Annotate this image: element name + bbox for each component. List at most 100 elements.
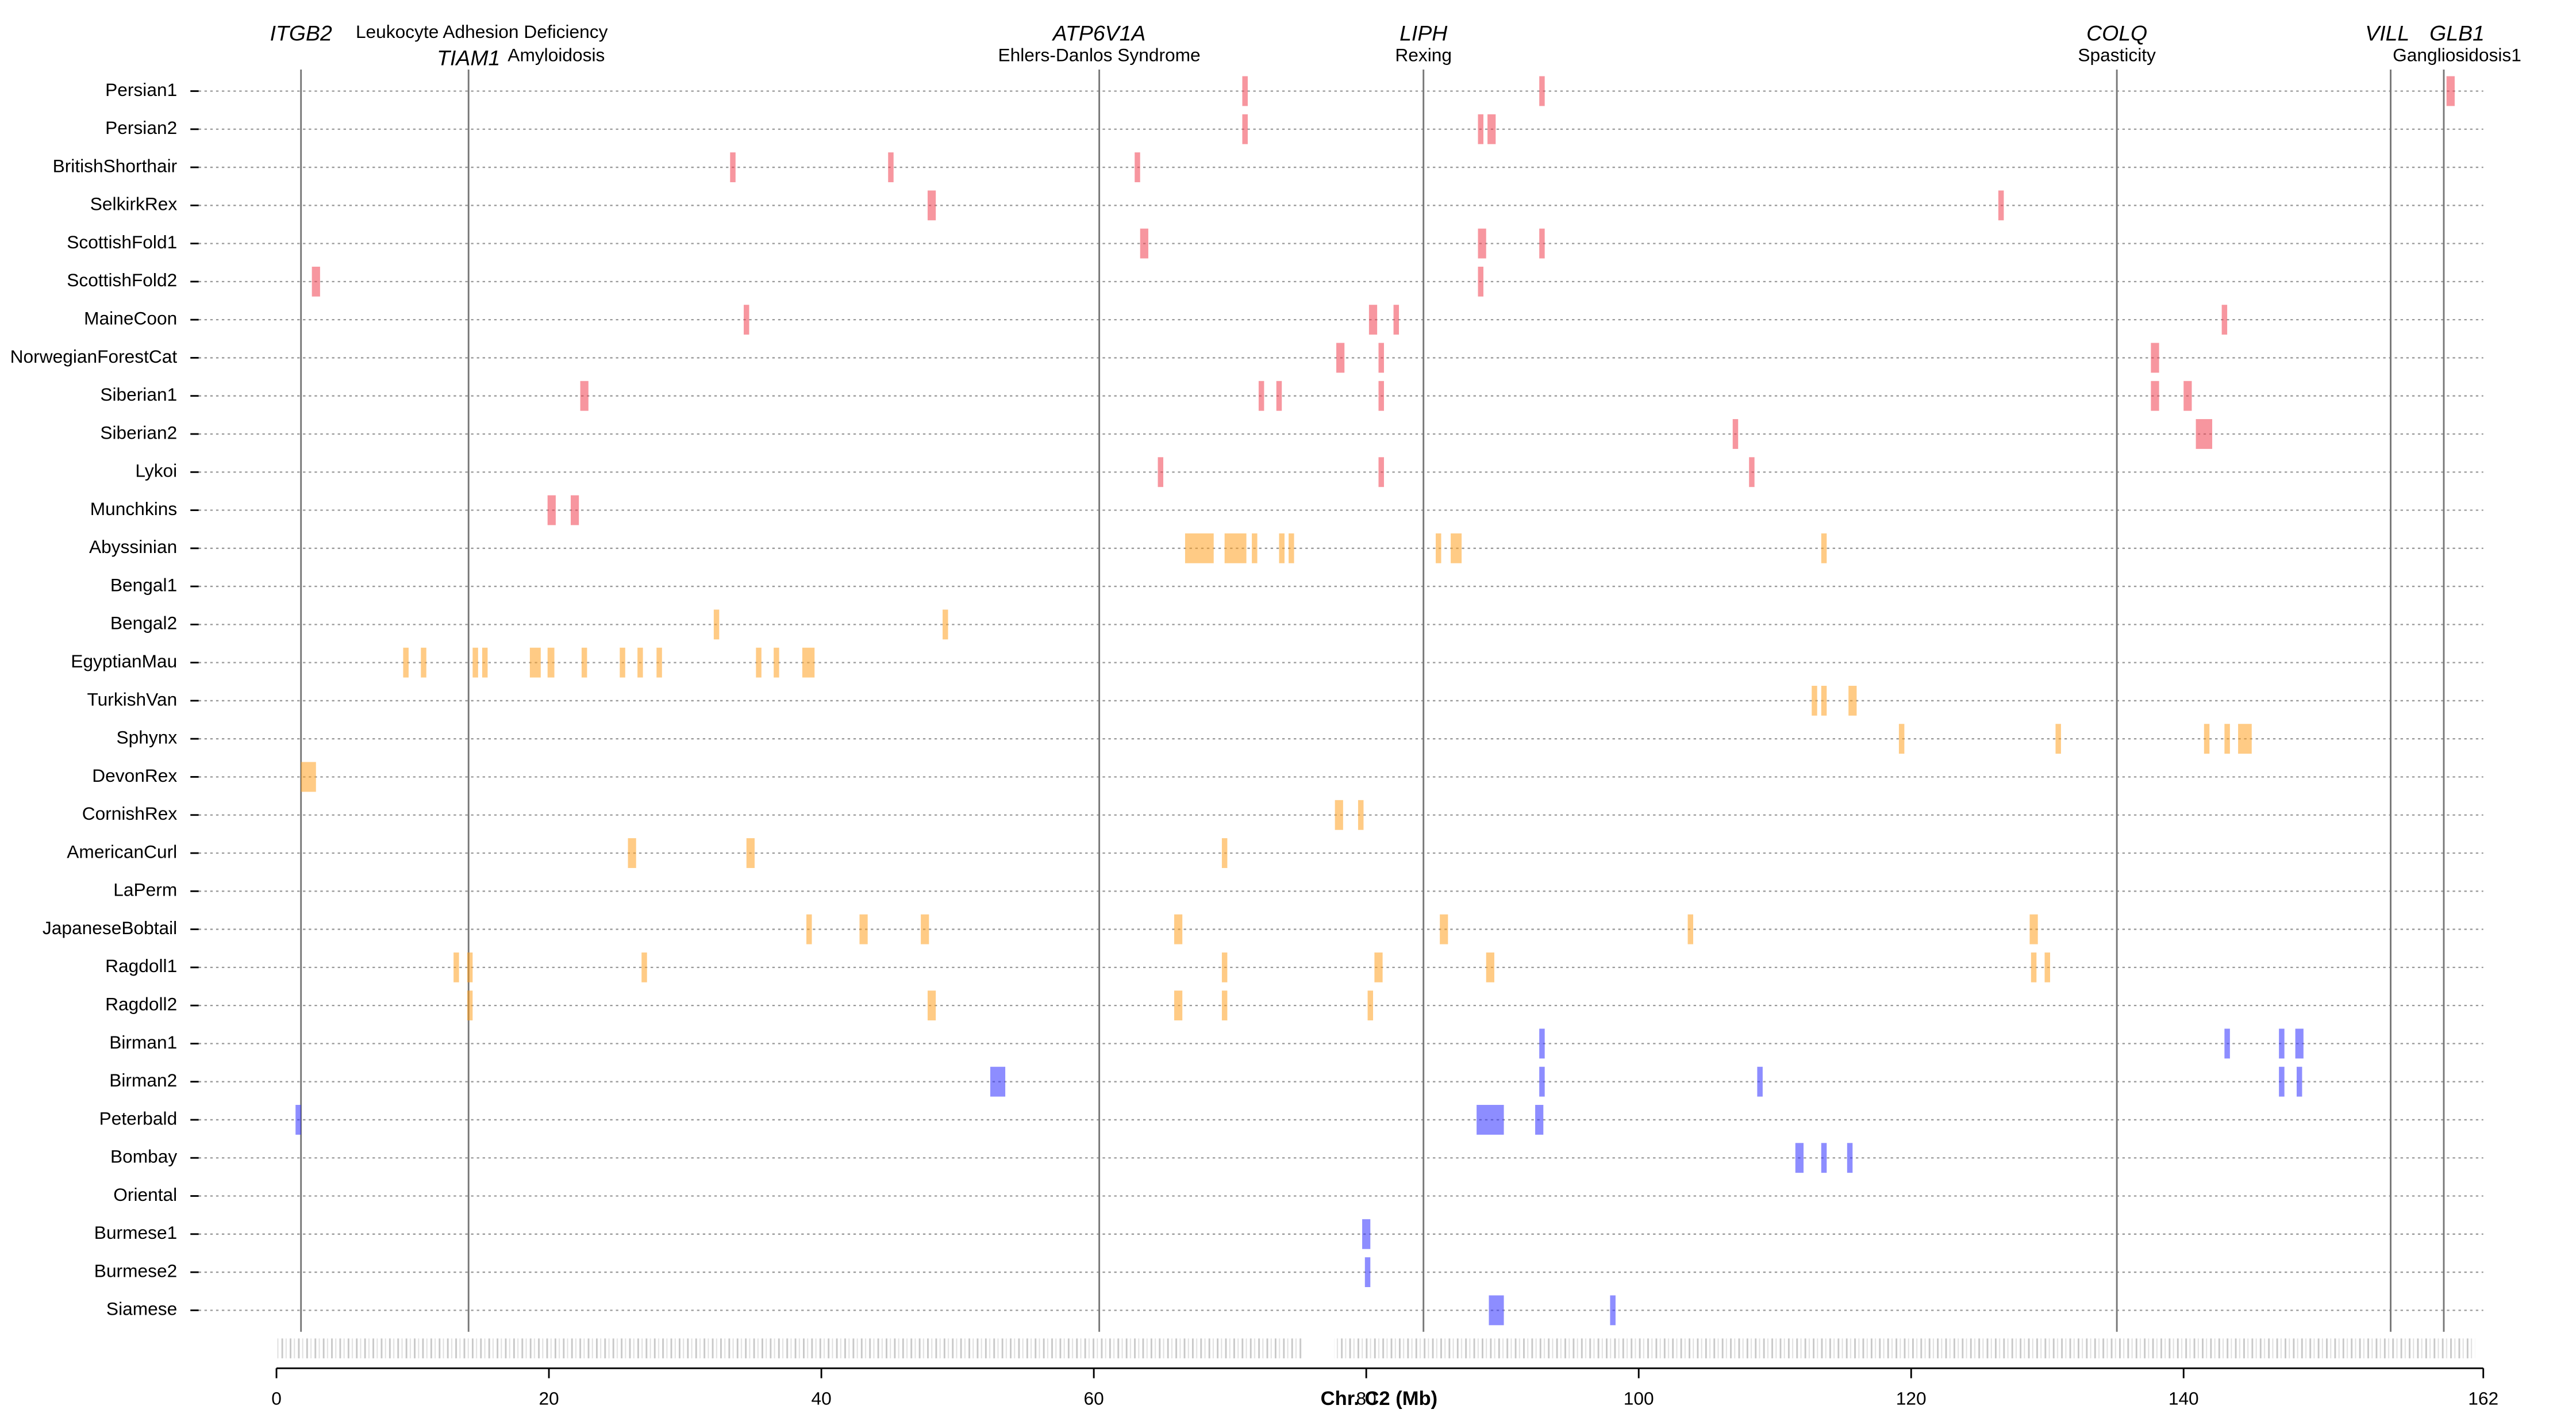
segment [1378, 457, 1384, 487]
row-label: ScottishFold1 [67, 232, 177, 252]
segment [2151, 381, 2159, 411]
segment [730, 152, 736, 182]
gene-name: VILL [2365, 21, 2409, 45]
row-label: Abyssinian [89, 536, 177, 557]
segment [301, 762, 316, 792]
segment [1335, 800, 1343, 830]
segment [1487, 114, 1496, 144]
segment [1174, 990, 1183, 1021]
segment [295, 1105, 301, 1135]
row-label: Sphynx [117, 727, 178, 748]
segment [774, 647, 779, 678]
segment [620, 647, 625, 678]
segment [927, 190, 936, 221]
segment [1289, 533, 1294, 563]
gene-name: GLB1 [2429, 21, 2485, 45]
segment [2295, 1028, 2304, 1059]
segment [746, 838, 755, 868]
segment [2279, 1066, 2285, 1097]
segment [921, 914, 929, 944]
row-label: Ragdoll2 [105, 993, 177, 1014]
row-label: BritishShorthair [53, 155, 178, 176]
segment [581, 647, 587, 678]
row-label: ScottishFold2 [67, 270, 177, 290]
segment [1135, 152, 1140, 182]
segment [1221, 952, 1228, 982]
segment [713, 609, 720, 640]
row-label: Munchkins [90, 498, 177, 519]
row-label: Persian1 [105, 79, 177, 100]
segment [547, 495, 556, 525]
row-label: Birman2 [109, 1070, 177, 1091]
gene-name: LIPH [1400, 21, 1448, 45]
segment [1242, 114, 1248, 144]
segment [1221, 838, 1228, 868]
segment [1364, 1257, 1371, 1287]
segment [2221, 305, 2228, 335]
segment [1821, 685, 1827, 716]
gene-name: COLQ [2086, 21, 2147, 45]
segment [547, 647, 555, 678]
segment [312, 266, 320, 297]
gene-name: TIAM1 [437, 46, 500, 70]
disease-label: Spasticity [2078, 44, 2156, 65]
disease-label: Leukocyte Adhesion Deficiency [356, 21, 608, 42]
segment [1489, 1295, 1504, 1326]
segment [1185, 533, 1214, 563]
segment [1539, 1028, 1545, 1059]
segment [529, 647, 541, 678]
segment [1847, 1143, 1853, 1173]
row-label: Lykoi [135, 460, 177, 481]
segment [1821, 1143, 1827, 1173]
x-tick-label: 40 [811, 1388, 831, 1408]
segment [453, 952, 459, 982]
segment [1477, 1105, 1504, 1135]
row-label: DevonRex [92, 765, 177, 786]
segment [2296, 1066, 2302, 1097]
segment [1367, 990, 1374, 1021]
segment [2151, 343, 2159, 373]
row-label: TurkishVan [87, 689, 177, 709]
segment [802, 647, 815, 678]
row-label: CornishRex [82, 803, 178, 824]
segment [1451, 533, 1462, 563]
segment [1440, 914, 1448, 944]
x-tick-label: 80 [1356, 1388, 1377, 1408]
segment [1158, 457, 1164, 487]
segment [641, 952, 647, 982]
row-label: Burmese2 [94, 1260, 177, 1281]
segment [1378, 343, 1384, 373]
segment [467, 990, 473, 1021]
segment [482, 647, 488, 678]
segment [2183, 381, 2192, 411]
segment [1539, 76, 1545, 106]
segment [1478, 228, 1486, 259]
segment [1812, 685, 1817, 716]
segment [628, 838, 636, 868]
disease-label: Gangliosidosis1 [2393, 44, 2521, 65]
segment [2224, 724, 2230, 754]
row-label: AmericanCurl [67, 841, 177, 862]
segment [1368, 305, 1378, 335]
segment [1224, 533, 1247, 563]
disease-label: Ehlers-Danlos Syndrome [998, 44, 1201, 65]
marker-rug [276, 1338, 1303, 1358]
segment [1478, 266, 1483, 297]
segment [806, 914, 812, 944]
row-label: Persian2 [105, 117, 177, 138]
segment [637, 647, 643, 678]
x-tick-label: 140 [2169, 1388, 2199, 1408]
segment [2031, 952, 2037, 982]
segment [927, 990, 936, 1021]
row-label: MaineCoon [84, 308, 177, 329]
row-label: Burmese1 [94, 1222, 177, 1243]
segment [1795, 1143, 1804, 1173]
segment [1252, 533, 1258, 563]
segment [1436, 533, 1441, 563]
row-label: Siamese [106, 1299, 177, 1319]
segment [1221, 990, 1228, 1021]
row-label: Siberian2 [100, 422, 177, 443]
segment [1362, 1219, 1371, 1249]
segment [1610, 1295, 1616, 1326]
